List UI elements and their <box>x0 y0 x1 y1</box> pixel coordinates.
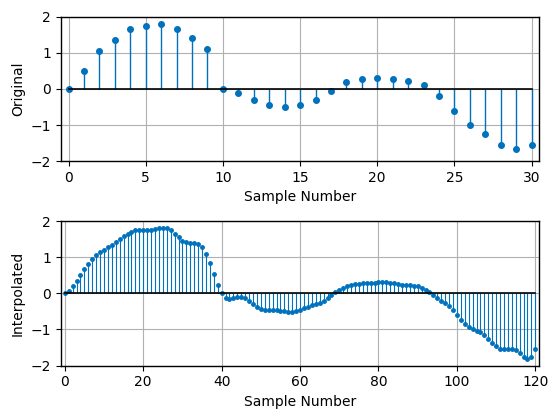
Y-axis label: Original: Original <box>11 62 25 116</box>
X-axis label: Sample Number: Sample Number <box>244 395 356 409</box>
Y-axis label: Interpolated: Interpolated <box>11 251 25 336</box>
X-axis label: Sample Number: Sample Number <box>244 190 356 205</box>
